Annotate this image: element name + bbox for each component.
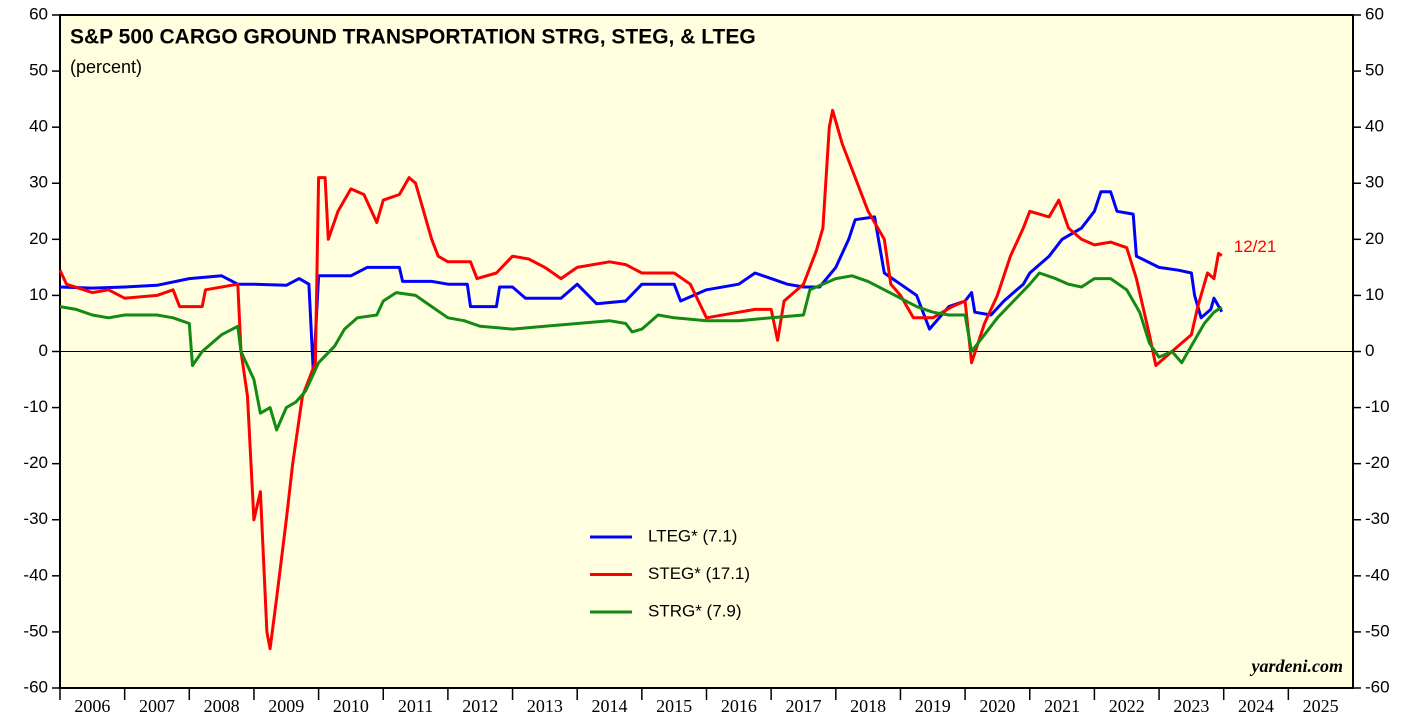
x-tick-label: 2022 xyxy=(1109,696,1145,716)
x-tick-label: 2007 xyxy=(139,696,175,716)
x-tick-label: 2021 xyxy=(1044,696,1080,716)
y2-tick-label: -20 xyxy=(1365,453,1390,472)
y2-tick-label: 20 xyxy=(1365,229,1384,248)
x-tick-label: 2023 xyxy=(1173,696,1209,716)
x-tick-label: 2006 xyxy=(74,696,110,716)
x-tick-label: 2015 xyxy=(656,696,692,716)
y-tick-label: 50 xyxy=(29,61,48,80)
y-tick-label: -30 xyxy=(23,509,48,528)
chart-title: S&P 500 CARGO GROUND TRANSPORTATION STRG… xyxy=(70,26,756,49)
x-tick-label: 2020 xyxy=(979,696,1015,716)
y-tick-label: -60 xyxy=(23,677,48,696)
y-tick-label: 40 xyxy=(29,117,48,136)
x-tick-label: 2018 xyxy=(850,696,886,716)
y2-tick-label: 40 xyxy=(1365,117,1384,136)
y-tick-label: 20 xyxy=(29,229,48,248)
y-tick-label: -40 xyxy=(23,565,48,584)
x-tick-label: 2025 xyxy=(1303,696,1339,716)
x-tick-label: 2017 xyxy=(785,696,821,716)
y2-tick-label: -60 xyxy=(1365,677,1390,696)
y-tick-label: -50 xyxy=(23,621,48,640)
y-tick-label: -10 xyxy=(23,397,48,416)
y2-tick-label: 50 xyxy=(1365,61,1384,80)
y2-tick-label: 0 xyxy=(1365,341,1374,360)
x-tick-label: 2019 xyxy=(915,696,951,716)
y2-tick-label: 60 xyxy=(1365,4,1384,23)
chart-subtitle: (percent) xyxy=(70,57,142,77)
legend-label: STEG* (17.1) xyxy=(648,564,750,583)
y2-tick-label: -50 xyxy=(1365,621,1390,640)
legend-label: LTEG* (7.1) xyxy=(648,526,737,545)
y2-tick-label: -10 xyxy=(1365,397,1390,416)
y2-tick-label: 30 xyxy=(1365,173,1384,192)
source: yardeni.com xyxy=(1250,656,1344,676)
y-tick-label: 30 xyxy=(29,173,48,192)
x-tick-label: 2009 xyxy=(268,696,304,716)
x-tick-label: 2016 xyxy=(721,696,757,716)
x-tick-label: 2013 xyxy=(527,696,563,716)
x-tick-label: 2024 xyxy=(1238,696,1274,716)
y-tick-label: 0 xyxy=(39,341,48,360)
x-tick-label: 2008 xyxy=(204,696,240,716)
annotation: 12/21 xyxy=(1234,237,1277,256)
x-tick-label: 2011 xyxy=(398,696,433,716)
x-tick-label: 2010 xyxy=(333,696,369,716)
y2-tick-label: -30 xyxy=(1365,509,1390,528)
series-line xyxy=(59,271,1223,432)
y-tick-label: 10 xyxy=(29,285,48,304)
legend-label: STRG* (7.9) xyxy=(648,601,742,620)
x-tick-label: 2012 xyxy=(462,696,498,716)
series-line xyxy=(58,108,1223,651)
series-line xyxy=(59,190,1224,376)
x-tick-label: 2014 xyxy=(592,696,628,716)
y2-tick-label: -40 xyxy=(1365,565,1390,584)
y-tick-label: -20 xyxy=(23,453,48,472)
y-tick-label: 60 xyxy=(29,4,48,23)
y2-tick-label: 10 xyxy=(1365,285,1384,304)
